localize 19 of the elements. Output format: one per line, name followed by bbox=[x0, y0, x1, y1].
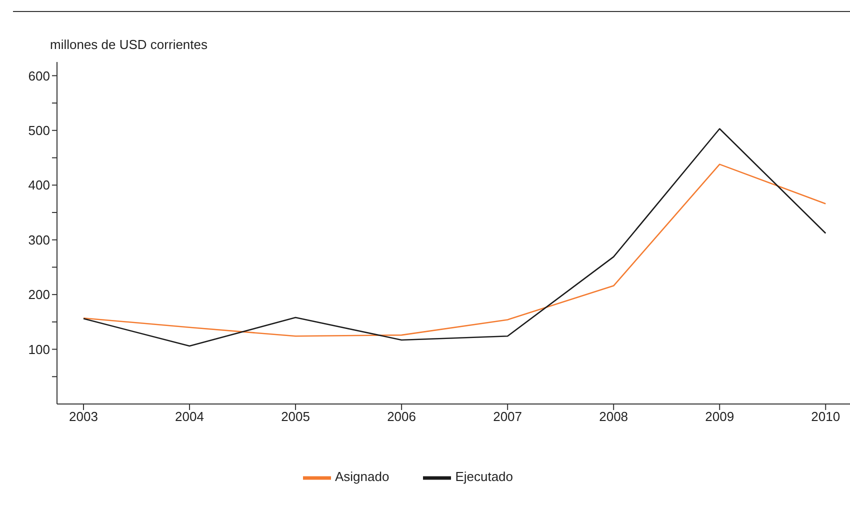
y-tick-label: 500 bbox=[28, 123, 50, 138]
x-tick-label: 2003 bbox=[69, 409, 98, 424]
x-tick-label: 2009 bbox=[705, 409, 734, 424]
x-tick-label: 2007 bbox=[493, 409, 522, 424]
line-series bbox=[82, 164, 826, 337]
line-series bbox=[82, 128, 826, 347]
y-tick-label: 600 bbox=[28, 68, 50, 84]
x-tick-label: 2008 bbox=[599, 409, 628, 424]
x-tick-label: 2010 bbox=[811, 409, 840, 424]
legend-label: Asignado bbox=[334, 469, 390, 484]
y-axis-title: millones de USD corrientes bbox=[50, 37, 208, 52]
x-tick-label: 2006 bbox=[387, 409, 416, 424]
x-tick-label: 2004 bbox=[175, 409, 204, 424]
x-tick-label: 2005 bbox=[281, 409, 310, 424]
y-tick-label: 400 bbox=[28, 178, 50, 193]
legend-label: Ejecutado bbox=[455, 469, 514, 484]
y-tick-label: 200 bbox=[28, 287, 50, 302]
y-tick-label: 300 bbox=[28, 232, 50, 248]
y-tick-label: 100 bbox=[28, 342, 50, 357]
